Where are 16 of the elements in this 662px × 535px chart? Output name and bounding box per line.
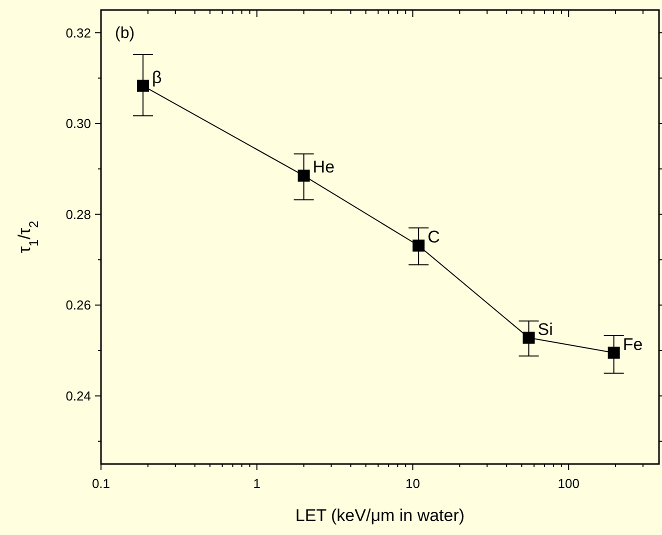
y-tick-label: 0.30 <box>66 116 91 132</box>
y-tick-label: 0.26 <box>66 298 91 313</box>
x-tick-label: 100 <box>558 476 580 491</box>
annotation: (b) <box>115 25 135 42</box>
x-axis-title: LET (keV/μm in water) <box>295 506 465 525</box>
y-tick-label: 0.28 <box>66 206 91 222</box>
y-tick-label: 0.24 <box>66 388 91 404</box>
x-tick-label: 10 <box>406 476 420 491</box>
annotation: C <box>428 228 440 247</box>
annotation: Fe <box>622 334 643 354</box>
y-tick-label: 0.32 <box>66 25 91 40</box>
x-tick-label: 0.1 <box>92 476 110 491</box>
x-tick-label: 1 <box>253 476 260 491</box>
annotation: β <box>152 68 162 87</box>
annotation: He <box>312 158 335 177</box>
annotation: Si <box>538 320 553 339</box>
